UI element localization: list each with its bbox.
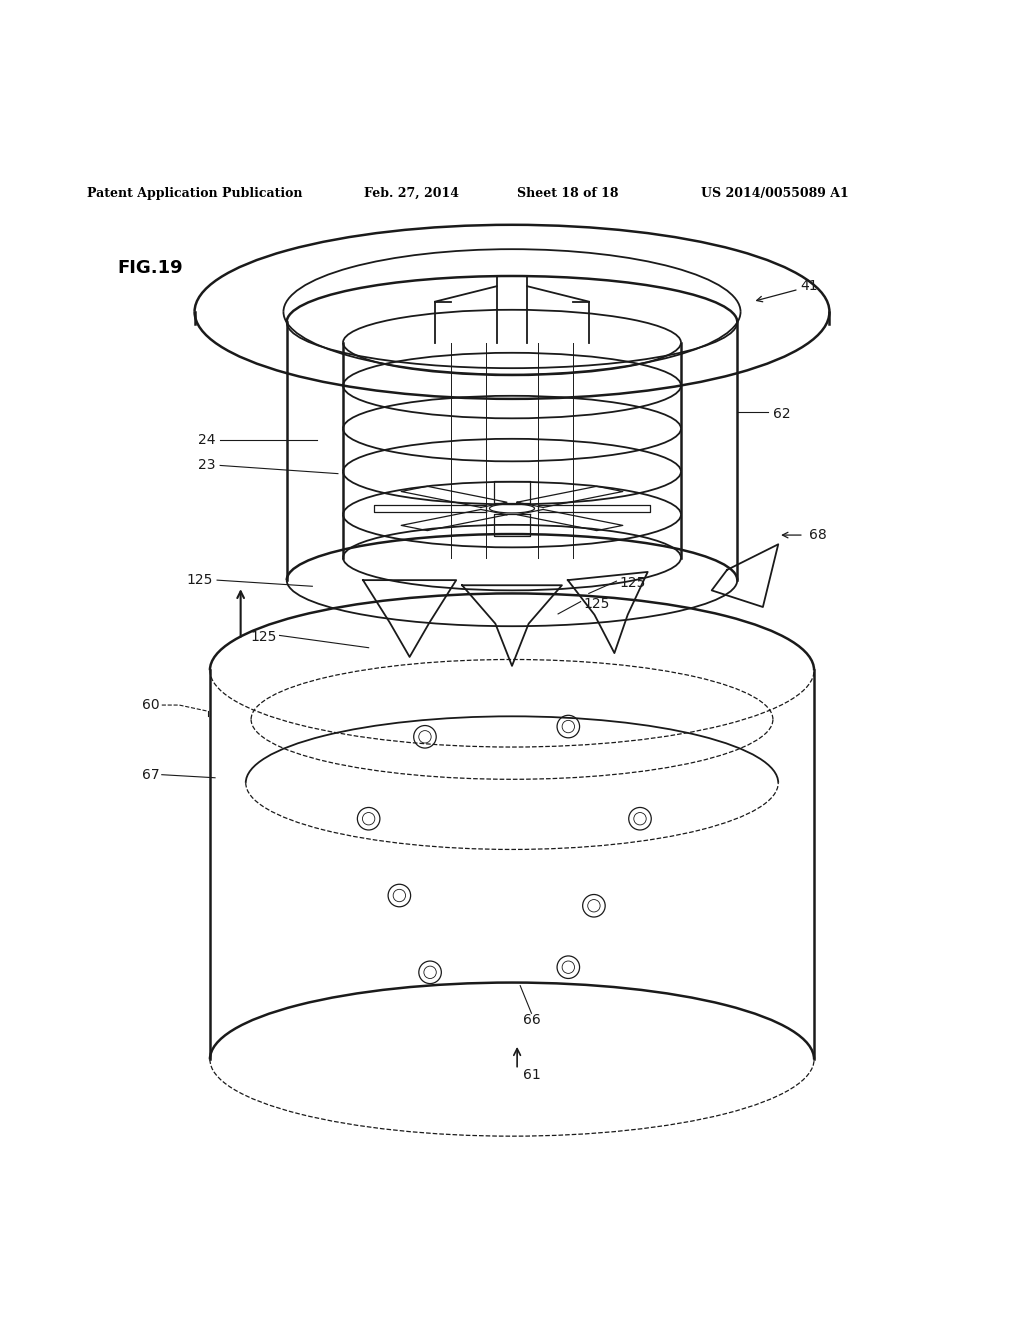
Text: Patent Application Publication: Patent Application Publication: [87, 187, 302, 199]
Text: 62: 62: [773, 408, 791, 421]
Text: Feb. 27, 2014: Feb. 27, 2014: [364, 187, 459, 199]
Text: Sheet 18 of 18: Sheet 18 of 18: [517, 187, 618, 199]
Text: 61: 61: [522, 1068, 541, 1081]
Text: 41: 41: [801, 280, 818, 293]
Text: US 2014/0055089 A1: US 2014/0055089 A1: [701, 187, 849, 199]
Text: FIG.19: FIG.19: [118, 259, 183, 277]
Text: 60: 60: [142, 698, 160, 711]
Text: 66: 66: [522, 1014, 541, 1027]
Text: 125: 125: [186, 573, 213, 587]
Text: 125: 125: [584, 597, 610, 611]
Text: 67: 67: [142, 768, 160, 781]
Text: 24: 24: [198, 433, 215, 447]
Text: 125: 125: [620, 577, 646, 590]
Text: 125: 125: [250, 631, 276, 644]
Text: 23: 23: [198, 458, 215, 473]
Text: 68: 68: [809, 528, 826, 543]
